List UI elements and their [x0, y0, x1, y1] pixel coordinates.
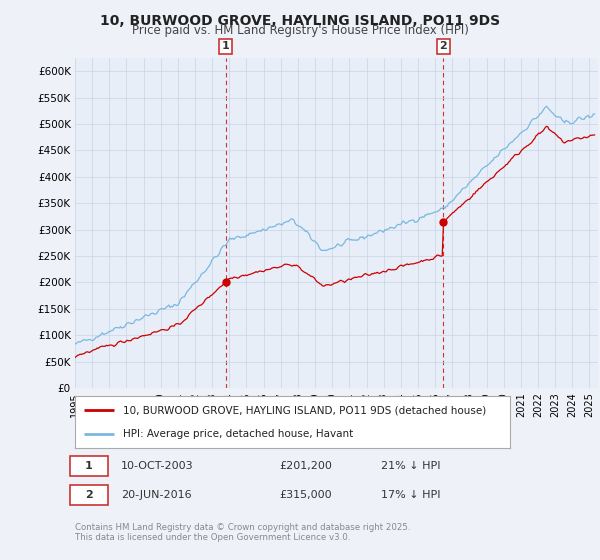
Text: Price paid vs. HM Land Registry's House Price Index (HPI): Price paid vs. HM Land Registry's House …	[131, 24, 469, 37]
FancyBboxPatch shape	[70, 456, 108, 476]
Text: Contains HM Land Registry data © Crown copyright and database right 2025.
This d: Contains HM Land Registry data © Crown c…	[75, 522, 410, 542]
Text: 21% ↓ HPI: 21% ↓ HPI	[381, 461, 440, 471]
Text: 17% ↓ HPI: 17% ↓ HPI	[381, 490, 440, 500]
FancyBboxPatch shape	[70, 485, 108, 505]
Text: 2: 2	[439, 41, 447, 52]
Text: 1: 1	[85, 461, 92, 471]
Text: 2: 2	[85, 490, 92, 500]
Text: £315,000: £315,000	[279, 490, 332, 500]
Text: 10, BURWOOD GROVE, HAYLING ISLAND, PO11 9DS: 10, BURWOOD GROVE, HAYLING ISLAND, PO11 …	[100, 14, 500, 28]
Text: 20-JUN-2016: 20-JUN-2016	[121, 490, 191, 500]
Text: 10-OCT-2003: 10-OCT-2003	[121, 461, 194, 471]
Text: 10, BURWOOD GROVE, HAYLING ISLAND, PO11 9DS (detached house): 10, BURWOOD GROVE, HAYLING ISLAND, PO11 …	[123, 405, 486, 415]
Text: HPI: Average price, detached house, Havant: HPI: Average price, detached house, Hava…	[123, 429, 353, 439]
Text: £201,200: £201,200	[279, 461, 332, 471]
Text: 1: 1	[221, 41, 229, 52]
